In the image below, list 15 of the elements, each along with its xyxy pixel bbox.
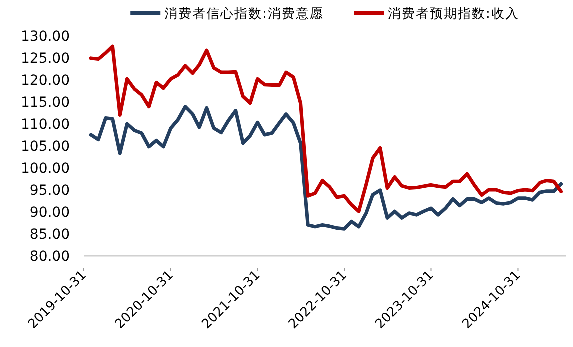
y-tick-label: 120.00 <box>21 73 70 89</box>
y-tick-label: 90.00 <box>30 205 70 221</box>
y-tick-label: 85.00 <box>30 227 70 243</box>
y-tick-label: 115.00 <box>21 95 70 111</box>
y-tick-label: 125.00 <box>21 51 70 67</box>
line-series <box>89 44 563 214</box>
y-tick-label: 80.00 <box>30 249 70 265</box>
y-tick-label: 100.00 <box>21 161 70 177</box>
y-tick-label: 105.00 <box>21 139 70 155</box>
legend-label: 消费者信心指数:消费意愿 <box>164 6 324 22</box>
line-series <box>89 105 563 231</box>
y-tick-label: 110.00 <box>21 117 70 133</box>
legend-label: 消费者预期指数:收入 <box>388 7 520 22</box>
y-tick-label: 95.00 <box>30 183 70 199</box>
y-tick-label: 130.00 <box>21 29 70 45</box>
